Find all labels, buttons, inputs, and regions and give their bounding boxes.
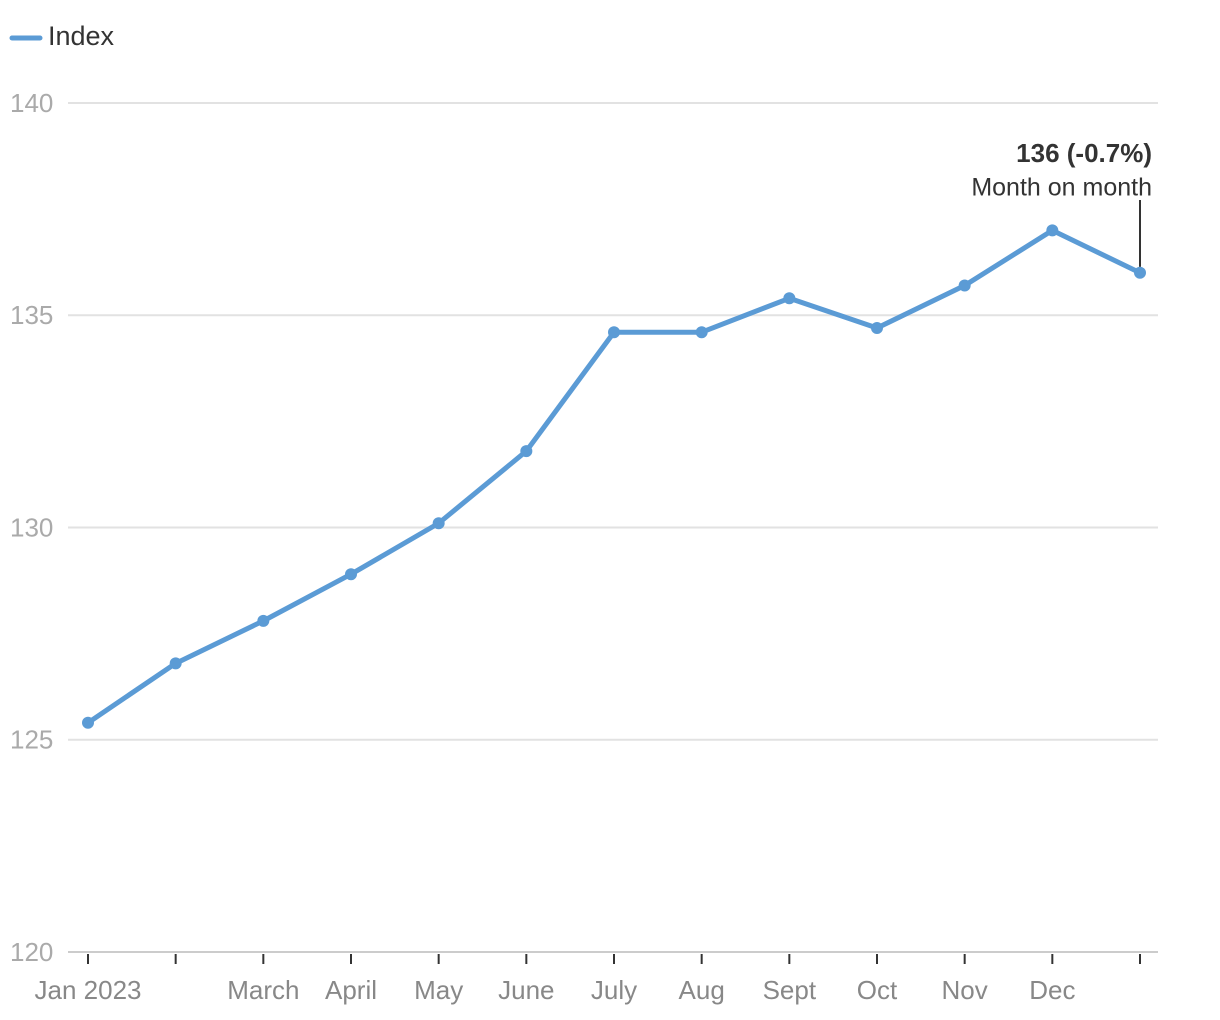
- y-tick-label: 125: [10, 725, 53, 755]
- point: [169, 657, 182, 670]
- point: [608, 326, 620, 339]
- point: [82, 716, 94, 729]
- x-tick-label: Sept: [763, 975, 817, 1005]
- point: [1046, 224, 1059, 237]
- point: [871, 321, 883, 334]
- legend-label: Index: [48, 21, 115, 51]
- x-tick-label: April: [325, 975, 377, 1005]
- y-tick-label: 130: [10, 512, 53, 542]
- point: [1134, 266, 1146, 279]
- point: [432, 517, 445, 530]
- line: [86, 227, 1142, 725]
- y-tick-label: 120: [10, 937, 53, 967]
- x-tick-label: March: [227, 975, 299, 1005]
- point: [257, 614, 270, 627]
- point: [695, 326, 708, 339]
- x-tick-label: Aug: [679, 975, 725, 1005]
- annotation-label: 136 (-0.7%): [1016, 138, 1152, 168]
- x-tick-label: July: [591, 975, 637, 1005]
- point: [520, 445, 533, 458]
- x-tick-label: June: [498, 975, 554, 1005]
- point: [958, 279, 971, 292]
- x-tick-label: Oct: [857, 975, 898, 1005]
- point: [345, 568, 357, 581]
- y-tick-label: 135: [10, 300, 53, 330]
- x-tick-label: May: [414, 975, 463, 1005]
- x-tick-label: Nov: [942, 975, 988, 1005]
- x-tick-label: Jan 2023: [35, 975, 142, 1005]
- annotation-text: Month on month: [971, 174, 1152, 202]
- y-tick-label: 140: [10, 88, 53, 118]
- point: [783, 292, 796, 305]
- x-tick-label: Dec: [1029, 975, 1075, 1005]
